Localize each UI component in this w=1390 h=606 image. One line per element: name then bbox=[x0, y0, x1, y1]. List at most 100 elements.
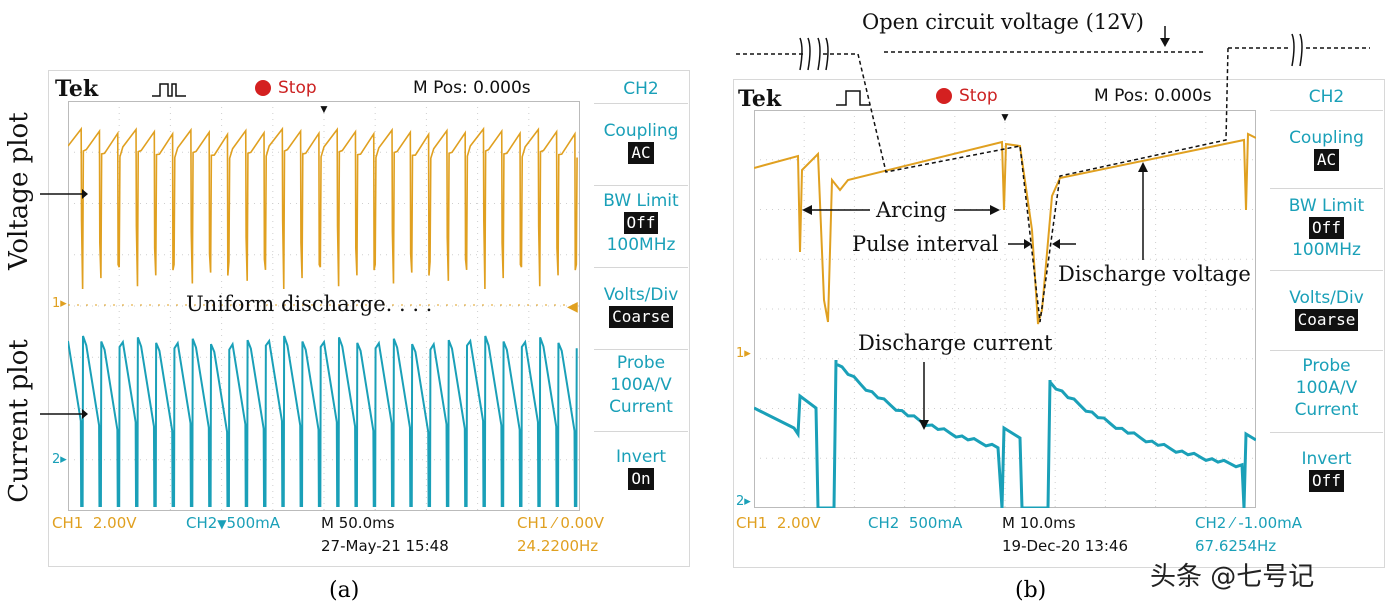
arcing-annotation: Arcing bbox=[876, 198, 947, 222]
mpos-label-b: M Pos: 0.000s bbox=[1094, 86, 1212, 106]
sidebar-probe-a: Probe 100A/V Current bbox=[594, 352, 688, 418]
sidebar-ch2-a: CH2 bbox=[594, 78, 688, 100]
sidebar-voltsdiv-value-a: Coarse bbox=[609, 306, 673, 328]
footer-date-a: 27-May-21 15:48 bbox=[321, 537, 449, 555]
current-plot-label: Current plot bbox=[4, 339, 34, 503]
trigger-arrow-icon-a: ▼ bbox=[318, 102, 330, 116]
sidebar-voltsdiv-label-b: Volts/Div bbox=[1289, 288, 1364, 308]
ch2-marker-a: 2▸ bbox=[52, 452, 67, 467]
uniform-discharge-annotation: Uniform discharge. . . . bbox=[186, 292, 433, 316]
sidebar-bw-b: BW Limit Off 100MHz bbox=[1270, 195, 1383, 261]
sidebar-bw-extra-a: 100MHz bbox=[606, 235, 676, 255]
discharge-voltage-annotation: Discharge voltage bbox=[1058, 262, 1251, 286]
voltage-trace-a bbox=[68, 126, 578, 290]
sidebar-ch2-label-a: CH2 bbox=[623, 79, 659, 99]
panel-label-b: (b) bbox=[1015, 578, 1047, 603]
ch2-marker-text-a: 2 bbox=[52, 452, 61, 467]
sidebar-voltsdiv-value-b: Coarse bbox=[1294, 309, 1359, 331]
discharge-current-annotation: Discharge current bbox=[858, 331, 1053, 355]
sidebar-probe-label-b: Probe bbox=[1302, 356, 1351, 376]
status-label-a: Stop bbox=[278, 78, 317, 98]
trigger-level-icon-a: ◀ bbox=[567, 298, 578, 314]
ch2-marker-b: 2▸ bbox=[736, 494, 751, 509]
sidebar-coupling-b: Coupling AC bbox=[1270, 127, 1383, 171]
sidebar-coupling-value-a: AC bbox=[628, 142, 654, 164]
plot-area-a bbox=[68, 101, 580, 511]
pulse-icon-b bbox=[836, 90, 870, 106]
sidebar-probe-line1-b: 100A/V bbox=[1295, 378, 1358, 398]
ch1-marker-text-b: 1 bbox=[736, 346, 745, 361]
trigger-arrow-icon-b: ▼ bbox=[999, 110, 1011, 124]
sidebar-bw-a: BW Limit Off 100MHz bbox=[594, 190, 688, 256]
footer-trig-label-b: CH2 bbox=[1195, 514, 1227, 532]
sidebar-bw-value-b: Off bbox=[1309, 217, 1344, 239]
mpos-label-a: M Pos: 0.000s bbox=[413, 78, 531, 98]
sidebar-probe-line1-a: 100A/V bbox=[610, 375, 672, 395]
sidebar-coupling-a: Coupling AC bbox=[594, 120, 688, 164]
ch2-marker-text-b: 2 bbox=[736, 494, 745, 509]
sidebar-probe-line2-a: Current bbox=[609, 397, 673, 417]
brand-label-a: Tek bbox=[55, 76, 99, 102]
voltage-plot-label: Voltage plot bbox=[4, 112, 34, 270]
ch1-marker-a: 1▸ bbox=[52, 296, 67, 311]
stop-indicator-icon-a bbox=[255, 80, 271, 96]
sidebar-ch2-label-b: CH2 bbox=[1308, 87, 1345, 107]
sidebar-coupling-value-b: AC bbox=[1313, 149, 1340, 171]
sidebar-voltsdiv-label-a: Volts/Div bbox=[603, 285, 679, 305]
footer-date-b: 19-Dec-20 13:46 bbox=[1002, 537, 1129, 555]
footer-ch1-a: CH1 2.00V bbox=[52, 514, 137, 532]
sidebar-voltsdiv-b: Volts/Div Coarse bbox=[1270, 287, 1383, 331]
sidebar-coupling-label-b: Coupling bbox=[1289, 128, 1364, 148]
sidebar-probe-line2-b: Current bbox=[1294, 400, 1359, 420]
footer-ch2-label-b: CH2 bbox=[868, 514, 900, 532]
sidebar-coupling-label-a: Coupling bbox=[603, 121, 679, 141]
footer-ch1-label-b: CH1 bbox=[736, 514, 768, 532]
sidebar-probe-b: Probe 100A/V Current bbox=[1270, 355, 1383, 421]
footer-ch1-label-a: CH1 bbox=[52, 514, 84, 532]
footer-ch1-scale-b: 2.00V bbox=[776, 514, 821, 532]
footer-ch2-scale-a: 500mA bbox=[226, 514, 281, 532]
brand-label-b: Tek bbox=[738, 86, 782, 112]
status-label-b: Stop bbox=[959, 86, 998, 106]
ch1-marker-b: 1▸ bbox=[736, 346, 751, 361]
grid-a bbox=[68, 101, 580, 511]
footer-freq-b: 67.6254Hz bbox=[1195, 537, 1277, 555]
sidebar-invert-value-b: Off bbox=[1309, 470, 1344, 492]
ch1-marker-text-a: 1 bbox=[52, 296, 61, 311]
plot-area-b bbox=[754, 110, 1256, 508]
footer-timebase-b: M 10.0ms bbox=[1002, 514, 1076, 532]
sidebar-invert-b: Invert Off bbox=[1270, 448, 1383, 492]
footer-trigger-a: CH1 ⁄ 0.00V bbox=[517, 514, 605, 532]
footer-trig-level-b: -1.00mA bbox=[1238, 514, 1303, 532]
sidebar-bw-label-b: BW Limit bbox=[1288, 196, 1365, 216]
sidebar-probe-label-a: Probe bbox=[616, 353, 666, 373]
open-circuit-annotation: Open circuit voltage (12V) bbox=[862, 10, 1144, 34]
footer-trigger-b: CH2 ⁄ -1.00mA bbox=[1195, 514, 1303, 532]
footer-ch1-b: CH1 2.00V bbox=[736, 514, 821, 532]
current-trace-b bbox=[754, 359, 1256, 508]
watermark: 头条 @七号记 bbox=[1150, 562, 1315, 592]
footer-trig-label-a: CH1 bbox=[517, 514, 549, 532]
sidebar-invert-label-b: Invert bbox=[1301, 449, 1352, 469]
footer-ch2-a: CH2▼500mA bbox=[186, 514, 281, 532]
stop-indicator-icon-b bbox=[936, 88, 952, 104]
current-plot-arrow-icon bbox=[40, 409, 88, 419]
sidebar-invert-value-a: On bbox=[628, 468, 654, 490]
panel-label-a: (a) bbox=[329, 578, 360, 603]
voltage-plot-arrow-icon bbox=[40, 189, 88, 199]
sidebar-bw-extra-b: 100MHz bbox=[1292, 240, 1361, 260]
voltage-trace-b bbox=[754, 132, 1256, 325]
sidebar-invert-a: Invert On bbox=[594, 446, 688, 490]
sidebar-ch2-b: CH2 bbox=[1270, 86, 1383, 108]
pulse-interval-annotation: Pulse interval bbox=[852, 232, 999, 256]
footer-timebase-a: M 50.0ms bbox=[321, 514, 395, 532]
footer-ch2-b: CH2 500mA bbox=[868, 514, 962, 532]
footer-ch2-scale-b: 500mA bbox=[908, 514, 963, 532]
footer-ch2-label-a: CH2 bbox=[186, 514, 218, 532]
sidebar-voltsdiv-a: Volts/Div Coarse bbox=[594, 284, 688, 328]
footer-freq-a: 24.2200Hz bbox=[517, 537, 599, 555]
sidebar-invert-label-a: Invert bbox=[616, 447, 666, 467]
sidebar-bw-value-a: Off bbox=[623, 212, 659, 234]
footer-trig-level-a: 0.00V bbox=[560, 514, 605, 532]
pulse-icon-a bbox=[152, 83, 186, 97]
